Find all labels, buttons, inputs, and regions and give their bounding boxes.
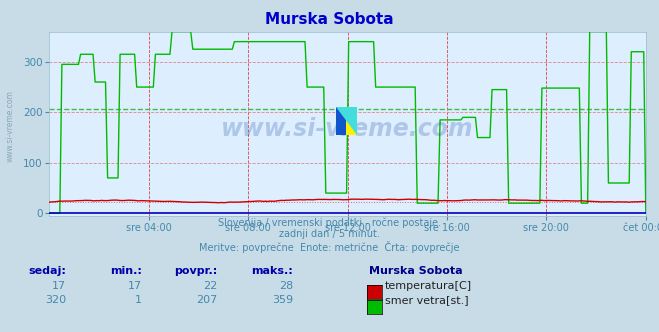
Text: zadnji dan / 5 minut.: zadnji dan / 5 minut.	[279, 229, 380, 239]
Text: 359: 359	[272, 295, 293, 305]
Text: 17: 17	[52, 281, 66, 290]
Text: 28: 28	[279, 281, 293, 290]
Text: temperatura[C]: temperatura[C]	[385, 281, 472, 290]
Bar	[335, 107, 346, 135]
Text: Murska Sobota: Murska Sobota	[265, 12, 394, 27]
Text: 320: 320	[45, 295, 66, 305]
Text: 17: 17	[128, 281, 142, 290]
Text: www.si-vreme.com: www.si-vreme.com	[221, 117, 474, 141]
Text: 22: 22	[203, 281, 217, 290]
Text: Meritve: povprečne  Enote: metrične  Črta: povprečje: Meritve: povprečne Enote: metrične Črta:…	[199, 241, 460, 253]
Text: smer vetra[st.]: smer vetra[st.]	[385, 295, 469, 305]
Text: 1: 1	[134, 295, 142, 305]
Bar	[335, 107, 357, 135]
Text: min.:: min.:	[110, 266, 142, 276]
Polygon shape	[335, 107, 357, 135]
Text: maks.:: maks.:	[252, 266, 293, 276]
Text: www.si-vreme.com: www.si-vreme.com	[5, 90, 14, 162]
Text: Slovenija / vremenski podatki - ročne postaje.: Slovenija / vremenski podatki - ročne po…	[218, 217, 441, 228]
Text: sedaj:: sedaj:	[28, 266, 66, 276]
Text: Murska Sobota: Murska Sobota	[369, 266, 463, 276]
Text: povpr.:: povpr.:	[174, 266, 217, 276]
Text: 207: 207	[196, 295, 217, 305]
